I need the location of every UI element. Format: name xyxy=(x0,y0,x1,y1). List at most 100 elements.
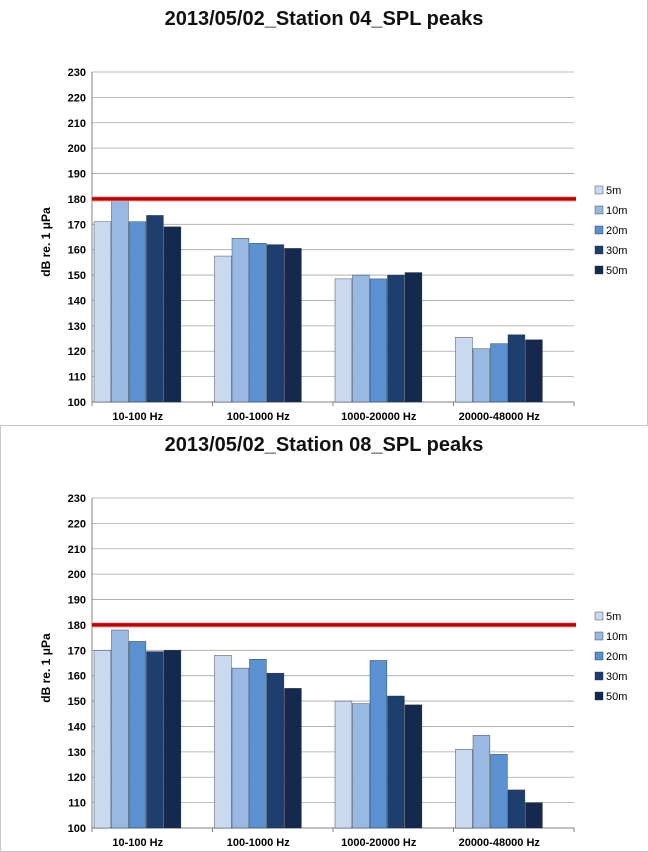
chart-title: 2013/05/02_Station 04_SPL peaks xyxy=(164,8,484,30)
legend-label: 20m xyxy=(606,225,627,237)
y-tick-label: 140 xyxy=(68,295,86,307)
x-tick-label: 10-100 Hz xyxy=(112,411,163,423)
legend-swatch xyxy=(594,651,604,661)
bar-20m xyxy=(249,243,267,403)
y-tick-label: 100 xyxy=(68,397,86,409)
bar-20m xyxy=(369,278,388,403)
y-tick-label: 120 xyxy=(68,346,86,358)
y-tick-label: 150 xyxy=(68,270,86,282)
legend-label: 5m xyxy=(606,611,621,623)
legend-label: 50m xyxy=(606,265,627,277)
bar-30m xyxy=(266,244,285,403)
bar-50m xyxy=(284,688,302,829)
bar-10m xyxy=(111,629,129,829)
bar-10m xyxy=(231,667,250,829)
bar-30m xyxy=(507,789,526,829)
bar-20m xyxy=(490,343,508,403)
y-tick-label: 170 xyxy=(68,645,86,657)
legend-label: 20m xyxy=(606,651,627,663)
bar-20m xyxy=(249,658,267,829)
y-tick-label: 230 xyxy=(68,493,86,505)
bar-50m xyxy=(163,650,182,829)
y-tick-label: 130 xyxy=(68,747,86,759)
x-tick-label: 1000-20000 Hz xyxy=(341,411,417,423)
y-tick-label: 220 xyxy=(68,518,86,530)
y-tick-label: 190 xyxy=(68,169,86,181)
bar-5m xyxy=(93,650,112,829)
x-tick-label: 20000-48000 Hz xyxy=(459,837,541,849)
bar-10m xyxy=(472,348,491,403)
y-tick-label: 210 xyxy=(68,544,86,556)
bar-10m xyxy=(472,735,491,829)
y-tick-label: 180 xyxy=(68,620,86,632)
bar-50m xyxy=(163,226,182,403)
bar-50m xyxy=(284,248,302,403)
y-tick-label: 150 xyxy=(68,696,86,708)
bar-30m xyxy=(387,695,405,829)
legend-swatch xyxy=(594,245,604,255)
bar-30m xyxy=(387,274,405,403)
y-tick-label: 110 xyxy=(68,798,86,810)
y-tick-label: 220 xyxy=(68,92,86,104)
bar-50m xyxy=(404,704,423,829)
bar-chart-station-08: 100 110 120 130 140 150 160 170 180 190 200 210 220 2… xyxy=(39,493,627,849)
bar-5m xyxy=(334,278,353,403)
bar-5m xyxy=(93,221,112,403)
legend-swatch xyxy=(594,631,604,641)
legend-swatch xyxy=(594,225,604,235)
bar-chart-station-04: 100 110 120 130 140 150 160 170 180 190 200 210 220 2… xyxy=(39,67,627,423)
legend-label: 30m xyxy=(606,245,627,257)
bar-10m xyxy=(231,238,250,403)
bar-30m xyxy=(507,334,526,403)
bar-10m xyxy=(111,198,129,403)
y-tick-label: 190 xyxy=(68,595,86,607)
bar-20m xyxy=(369,660,388,829)
y-tick-label: 110 xyxy=(68,372,86,384)
y-tick-label: 140 xyxy=(68,721,86,733)
bar-30m xyxy=(146,651,164,829)
bar-30m xyxy=(146,215,164,403)
y-tick-label: 130 xyxy=(68,321,86,333)
y-tick-label: 200 xyxy=(68,569,86,581)
y-tick-label: 200 xyxy=(68,143,86,155)
x-tick-label: 20000-48000 Hz xyxy=(459,411,541,423)
bar-50m xyxy=(404,272,423,403)
legend-swatch xyxy=(594,265,604,275)
bar-10m xyxy=(352,274,370,403)
chart-panel-station-04: 2013/05/02_Station 04_SPL peaks 100 110 12… xyxy=(0,0,648,426)
legend-swatch xyxy=(594,671,604,681)
legend-label: 30m xyxy=(606,671,627,683)
legend-swatch xyxy=(594,611,604,621)
y-tick-label: 230 xyxy=(68,67,86,79)
legend-label: 5m xyxy=(606,185,621,197)
y-axis-title: dB re. 1 μPa xyxy=(39,207,53,277)
bar-5m xyxy=(455,749,473,829)
bar-10m xyxy=(352,703,370,829)
bar-20m xyxy=(490,754,508,829)
bar-20m xyxy=(128,221,147,403)
legend-label: 50m xyxy=(606,691,627,703)
legend-label: 10m xyxy=(606,205,627,217)
x-tick-label: 100-1000 Hz xyxy=(227,411,290,423)
legend-swatch xyxy=(594,691,604,701)
legend-swatch xyxy=(594,185,604,195)
bar-5m xyxy=(214,655,232,829)
y-tick-label: 160 xyxy=(68,245,86,257)
x-tick-label: 100-1000 Hz xyxy=(227,837,290,849)
y-axis-title: dB re. 1 μPa xyxy=(39,633,53,703)
x-tick-label: 1000-20000 Hz xyxy=(341,837,417,849)
legend-label: 10m xyxy=(606,631,627,643)
y-tick-label: 120 xyxy=(68,772,86,784)
y-tick-label: 180 xyxy=(68,194,86,206)
chart-title: 2013/05/02_Station 08_SPL peaks xyxy=(164,434,484,456)
y-tick-label: 100 xyxy=(68,823,86,835)
y-tick-label: 170 xyxy=(68,219,86,231)
y-tick-label: 210 xyxy=(68,118,86,130)
legend-swatch xyxy=(594,205,604,215)
bar-5m xyxy=(455,337,473,403)
bar-5m xyxy=(214,255,232,403)
bar-50m xyxy=(525,339,543,403)
y-tick-label: 160 xyxy=(68,671,86,683)
bar-5m xyxy=(334,700,353,829)
x-tick-label: 10-100 Hz xyxy=(112,837,163,849)
